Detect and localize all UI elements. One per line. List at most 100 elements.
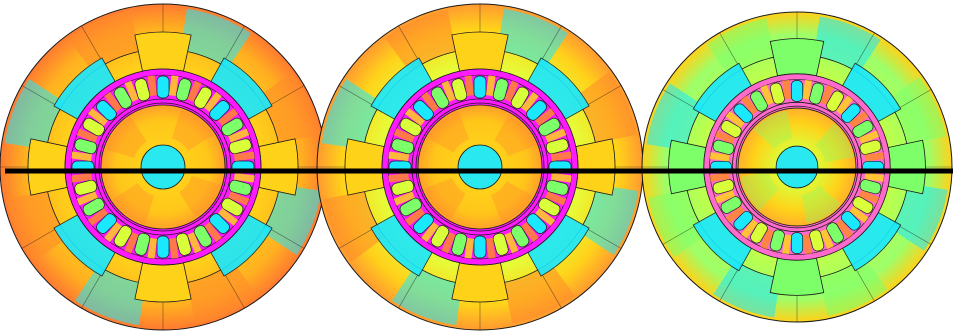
yoke-segment-line <box>894 89 932 112</box>
stator-tooth <box>71 172 93 183</box>
stator-tooth <box>87 208 109 226</box>
stator-slot <box>826 90 844 112</box>
stator-tooth <box>485 237 496 259</box>
rotor-field-patch <box>105 116 147 159</box>
stator-slot <box>228 138 252 155</box>
stator-slot <box>82 117 105 137</box>
stator-tooth <box>204 221 222 243</box>
stator-slot <box>826 222 844 244</box>
stator-slot <box>221 197 244 217</box>
stator-tooth <box>124 232 139 254</box>
stator-slot <box>809 82 825 105</box>
stator-slot <box>526 213 547 234</box>
yoke-field-patch <box>574 72 637 144</box>
yoke-segment-line <box>662 222 700 245</box>
stator-tooth <box>168 237 179 259</box>
yoke-field-patch <box>323 190 386 262</box>
yoke-field-patch <box>890 183 948 251</box>
yoke-segment-line <box>265 225 305 249</box>
stator-tooth <box>858 130 880 144</box>
stator-tooth <box>168 75 179 97</box>
stator-tooth <box>709 152 730 162</box>
yoke-segment-line <box>398 269 422 309</box>
stator-slot <box>852 120 874 138</box>
yoke-segment-line <box>852 32 875 70</box>
rotor-field-patch <box>815 123 854 163</box>
stator-slot <box>96 100 117 121</box>
stator-slot <box>473 75 487 99</box>
stator-tooth <box>421 221 439 243</box>
stator-tooth <box>388 172 410 183</box>
stator-tooth <box>217 108 239 126</box>
yoke-segment-line <box>338 225 378 249</box>
air-gap-inner <box>415 102 545 232</box>
stator-tooth <box>820 228 834 250</box>
stator-tooth <box>725 206 745 223</box>
stator-slot <box>96 213 117 234</box>
yoke-field-patch <box>385 10 457 73</box>
stator-slot <box>545 138 569 155</box>
stator-tooth <box>864 152 885 162</box>
stator-tooth <box>864 172 885 182</box>
stator-slot <box>430 86 450 109</box>
stator-tooth <box>849 206 869 223</box>
machine-panel-right <box>641 11 953 323</box>
stator-tooth <box>441 232 456 254</box>
pole-piece <box>769 257 825 296</box>
stator-tooth <box>849 111 869 128</box>
stator-tooth <box>741 95 758 115</box>
yoke-segment-line <box>538 25 562 65</box>
stator-tooth <box>393 128 415 143</box>
stator-tooth <box>709 172 730 182</box>
yoke-segment-line <box>719 32 742 70</box>
stator-slot <box>209 213 230 234</box>
yoke-field-patch <box>68 10 140 73</box>
stator-tooth <box>217 208 239 226</box>
yoke-segment-line <box>338 85 378 109</box>
stator-slot <box>193 86 213 109</box>
stator-tooth <box>545 191 567 206</box>
pole-piece <box>451 31 509 72</box>
stator-tooth <box>464 237 475 259</box>
stator-slot <box>790 232 804 254</box>
yoke-segment-line <box>582 225 622 249</box>
yoke-segment-line <box>81 269 105 309</box>
pole-piece <box>134 31 192 72</box>
yoke-segment-line <box>21 225 61 249</box>
rotor-field-patch <box>424 177 466 220</box>
stator-slot <box>134 78 151 102</box>
stator-slot <box>492 232 509 256</box>
yoke-field-patch <box>4 79 65 150</box>
yoke-segment-line <box>662 89 700 112</box>
stator-slot <box>228 179 252 196</box>
stator-slot <box>74 138 98 155</box>
yoke-segment-line <box>719 264 742 302</box>
stator-tooth <box>233 172 255 183</box>
yoke-segment-line <box>21 85 61 109</box>
stator-slot <box>526 100 547 121</box>
stator-tooth <box>858 190 880 204</box>
stator-tooth <box>187 80 202 102</box>
yoke-segment-line <box>265 85 305 109</box>
stator-tooth <box>714 130 736 144</box>
stator-slot <box>473 235 487 259</box>
yoke-segment-line <box>221 269 245 309</box>
shaft <box>140 144 186 190</box>
stator-slot <box>156 75 170 99</box>
stator-slot <box>430 225 450 248</box>
stator-tooth <box>388 151 410 162</box>
stator-slot <box>750 222 768 244</box>
tooth-ring-inner <box>70 74 256 260</box>
stator-slot <box>840 103 861 124</box>
stator-tooth <box>485 75 496 97</box>
stator-slot <box>809 229 825 252</box>
tooth-ring-inner <box>387 74 573 260</box>
stator-tooth <box>71 151 93 162</box>
stator-tooth <box>87 108 109 126</box>
stator-slot <box>391 179 415 196</box>
yoke-segment-line <box>582 85 622 109</box>
shaft <box>775 145 819 189</box>
stator-slot <box>175 232 192 256</box>
rotor-field-patch <box>427 111 470 153</box>
stator-slot <box>750 90 768 112</box>
